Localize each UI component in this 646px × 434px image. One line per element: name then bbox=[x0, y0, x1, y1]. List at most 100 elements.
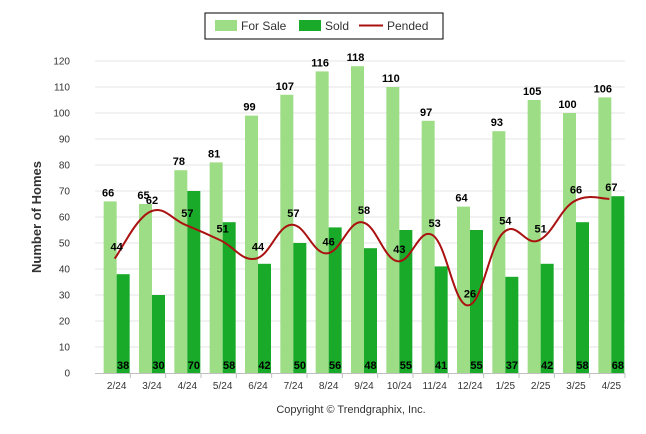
bar-sold-12-24[interactable] bbox=[470, 230, 483, 373]
bar-sold-1-25[interactable] bbox=[505, 276, 519, 373]
bar-sold-3-24[interactable] bbox=[152, 295, 165, 373]
bar-for-sale-10-24[interactable] bbox=[386, 87, 400, 373]
y-tick-120: 120 bbox=[53, 57, 70, 68]
legend-label-sold[interactable]: Sold bbox=[325, 19, 349, 33]
bar-sold-8-24[interactable] bbox=[328, 227, 342, 373]
label-for-sale-3-25: 100 bbox=[558, 99, 576, 111]
y-tick-0: 0 bbox=[64, 369, 70, 380]
bar-sold-9-24[interactable] bbox=[364, 248, 377, 373]
bar-sold-4-24[interactable] bbox=[187, 191, 201, 373]
bar-sold-2-24[interactable] bbox=[116, 274, 130, 373]
label-pended-7-24: 57 bbox=[287, 208, 299, 220]
legend[interactable]: For Sale Sold Pended bbox=[204, 12, 444, 40]
label-pended-12-24: 26 bbox=[464, 288, 476, 300]
label-for-sale-7-24: 107 bbox=[276, 81, 294, 93]
label-for-sale-9-24: 118 bbox=[347, 52, 365, 64]
bar-for-sale-2-25[interactable] bbox=[527, 100, 541, 373]
pended-line-layer bbox=[113, 196, 610, 307]
x-tick-6-24: 6/24 bbox=[248, 381, 268, 392]
y-tick-20: 20 bbox=[59, 317, 71, 328]
bar-for-sale-9-24[interactable] bbox=[351, 66, 364, 373]
label-sold-10-24: 55 bbox=[400, 360, 412, 372]
label-sold-2-24: 38 bbox=[117, 360, 129, 372]
x-tick-1-25: 1/25 bbox=[496, 381, 516, 392]
x-tick-2-25: 2/25 bbox=[531, 381, 551, 392]
bar-for-sale-2-24[interactable] bbox=[103, 201, 117, 373]
y-tick-50: 50 bbox=[59, 239, 71, 250]
x-tick-7-24: 7/24 bbox=[284, 381, 304, 392]
label-for-sale-5-24: 81 bbox=[208, 148, 220, 160]
y-tick-100: 100 bbox=[53, 109, 70, 120]
label-sold-12-24: 55 bbox=[470, 360, 482, 372]
bar-for-sale-4-24[interactable] bbox=[174, 170, 188, 373]
bar-for-sale-12-24[interactable] bbox=[457, 206, 470, 373]
y-tick-70: 70 bbox=[59, 187, 71, 198]
bar-for-sale-4-25[interactable] bbox=[598, 97, 612, 374]
label-sold-3-25: 58 bbox=[576, 360, 588, 372]
bar-for-sale-6-24[interactable] bbox=[245, 115, 258, 373]
label-pended-1-25: 54 bbox=[499, 216, 512, 228]
label-pended-6-24: 44 bbox=[252, 242, 265, 254]
legend-label-pended[interactable]: Pended bbox=[387, 19, 428, 33]
y-tick-30: 30 bbox=[59, 291, 71, 302]
label-sold-7-24: 50 bbox=[294, 360, 306, 372]
label-pended-2-25: 51 bbox=[535, 223, 547, 235]
x-tick-2-24: 2/24 bbox=[107, 381, 127, 392]
label-pended-11-24: 53 bbox=[429, 218, 441, 230]
bar-sold-6-24[interactable] bbox=[258, 263, 271, 373]
bar-sold-11-24[interactable] bbox=[434, 266, 448, 373]
bar-for-sale-8-24[interactable] bbox=[315, 71, 329, 374]
y-axis-label: Number of Homes bbox=[29, 161, 44, 273]
label-for-sale-3-24: 65 bbox=[137, 190, 149, 202]
y-tick-40: 40 bbox=[59, 265, 71, 276]
label-pended-3-24: 62 bbox=[146, 195, 158, 207]
bar-sold-7-24[interactable] bbox=[293, 243, 307, 373]
bar-for-sale-1-25[interactable] bbox=[492, 131, 506, 373]
x-tick-3-25: 3/25 bbox=[566, 381, 586, 392]
bars bbox=[103, 66, 625, 374]
label-sold-3-24: 30 bbox=[152, 360, 164, 372]
label-sold-4-25: 68 bbox=[612, 360, 624, 372]
bar-sold-5-24[interactable] bbox=[222, 222, 236, 373]
bar-for-sale-3-24[interactable] bbox=[139, 204, 152, 373]
bar-for-sale-5-24[interactable] bbox=[209, 162, 223, 373]
pended-line[interactable] bbox=[113, 196, 610, 307]
legend-label-for-sale[interactable]: For Sale bbox=[241, 19, 287, 33]
copyright-text: Copyright © Trendgraphix, Inc. bbox=[276, 404, 425, 416]
bar-sold-10-24[interactable] bbox=[399, 230, 413, 373]
label-pended-8-24: 46 bbox=[323, 236, 335, 248]
label-pended-4-24: 57 bbox=[181, 208, 193, 220]
label-for-sale-4-25: 106 bbox=[594, 83, 612, 95]
axes: 0 10 20 30 40 50 60 70 80 90 100 110 120 2/24 3/24 4/24… bbox=[53, 57, 626, 392]
label-for-sale-12-24: 64 bbox=[455, 193, 468, 205]
x-tick-4-25: 4/25 bbox=[602, 381, 622, 392]
bar-for-sale-11-24[interactable] bbox=[421, 120, 435, 373]
label-pended-9-24: 58 bbox=[358, 205, 370, 217]
label-sold-1-25: 37 bbox=[506, 360, 518, 372]
label-for-sale-10-24: 110 bbox=[382, 73, 400, 85]
bar-sold-4-25[interactable] bbox=[611, 196, 625, 373]
label-sold-2-25: 42 bbox=[541, 360, 553, 372]
label-pended-10-24: 43 bbox=[393, 244, 405, 256]
x-tick-8-24: 8/24 bbox=[319, 381, 339, 392]
bar-sold-2-25[interactable] bbox=[540, 263, 554, 373]
label-sold-5-24: 58 bbox=[223, 360, 235, 372]
x-tick-4-24: 4/24 bbox=[178, 381, 198, 392]
label-sold-6-24: 42 bbox=[258, 360, 270, 372]
y-tick-110: 110 bbox=[54, 83, 70, 94]
label-sold-9-24: 48 bbox=[364, 360, 376, 372]
y-tick-60: 60 bbox=[59, 213, 71, 224]
bar-sold-3-25[interactable] bbox=[576, 222, 589, 373]
label-for-sale-11-24: 97 bbox=[420, 107, 432, 119]
label-for-sale-1-25: 93 bbox=[491, 117, 503, 129]
y-tick-80: 80 bbox=[59, 161, 71, 172]
label-for-sale-2-25: 105 bbox=[523, 86, 541, 98]
bar-for-sale-3-25[interactable] bbox=[563, 113, 576, 373]
bar-for-sale-7-24[interactable] bbox=[280, 94, 294, 374]
x-tick-9-24: 9/24 bbox=[354, 381, 374, 392]
label-pended-2-24: 44 bbox=[111, 242, 124, 254]
x-tick-3-24: 3/24 bbox=[142, 381, 162, 392]
legend-swatch-for-sale bbox=[215, 20, 237, 31]
label-for-sale-2-24: 66 bbox=[102, 187, 114, 199]
